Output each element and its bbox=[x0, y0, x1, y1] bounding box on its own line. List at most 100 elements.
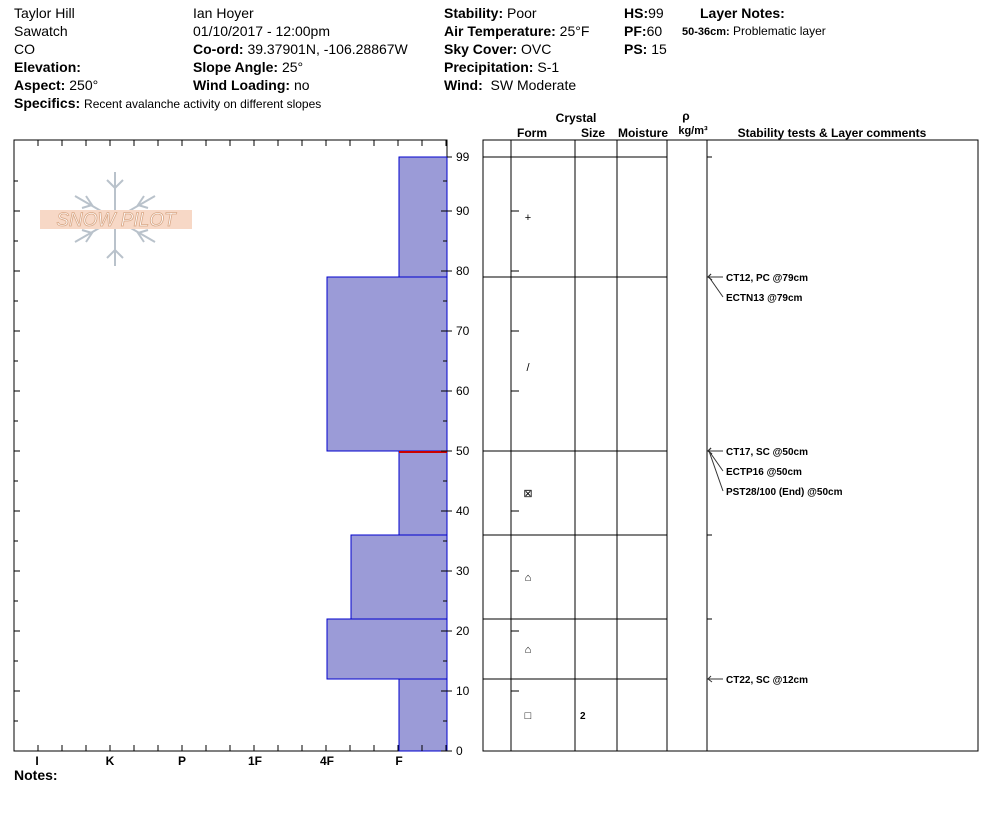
wind-loading: Wind Loading: no bbox=[193, 76, 310, 94]
stability-tests: CT12, PC @79cm ECTN13 @79cm CT17, SC @50cm… bbox=[707, 273, 843, 686]
depth-label-60: 60 bbox=[456, 384, 470, 398]
logo-band bbox=[40, 210, 192, 229]
depth-label-20: 20 bbox=[456, 624, 470, 638]
hardness-label-1F: 1F bbox=[248, 754, 262, 768]
hardness-label-4F: 4F bbox=[320, 754, 334, 768]
hardness-layers bbox=[326, 156, 448, 752]
test-arrow-0-1 bbox=[708, 276, 724, 298]
coordinates: Co-ord: 39.37901N, -106.28867W bbox=[193, 40, 408, 58]
depth-axis: 0 10 20 30 40 50 60 70 80 90 99 bbox=[447, 150, 470, 758]
hardness-label-K: K bbox=[106, 754, 115, 768]
hardness-layer-5 bbox=[398, 678, 448, 752]
elevation-label: Elevation: bbox=[14, 59, 81, 75]
hardness-layer-3 bbox=[350, 534, 448, 620]
precip-label: Precipitation: bbox=[444, 59, 534, 75]
test-arrowhead-0-1 bbox=[707, 273, 713, 281]
crystal-form-3: ⌂ bbox=[525, 572, 532, 584]
ps: PS: 15 bbox=[624, 40, 667, 58]
ps-label: PS: bbox=[624, 41, 648, 57]
sky-label: Sky Cover: bbox=[444, 41, 518, 57]
depth-label-10: 10 bbox=[456, 684, 470, 698]
layer-notes-title: Layer Notes: bbox=[700, 4, 785, 22]
slope-value: 25° bbox=[281, 59, 304, 75]
hs: HS:99 bbox=[624, 4, 664, 22]
hardness-layer-0 bbox=[398, 156, 448, 278]
size-header: Size bbox=[581, 126, 605, 140]
aspect-value: 250° bbox=[69, 77, 99, 93]
notes: Notes: bbox=[14, 766, 58, 784]
test-label-2-0: CT22, SC @12cm bbox=[726, 675, 808, 686]
hs-label: HS: bbox=[624, 5, 649, 21]
density-unit-header: kg/m³ bbox=[678, 125, 708, 137]
crystal-table-frame bbox=[482, 139, 979, 752]
table-column-lines bbox=[510, 140, 708, 751]
test-arrowhead-1-2 bbox=[707, 447, 713, 455]
test-label-1-1: ECTP16 @50cm bbox=[726, 467, 802, 478]
sky-value: OVC bbox=[521, 41, 552, 57]
air-temperature: Air Temperature: 25°F bbox=[444, 22, 589, 40]
depth-label-70: 70 bbox=[456, 324, 470, 338]
ps-value: 15 bbox=[651, 41, 667, 57]
observer: Ian Hoyer bbox=[193, 5, 254, 21]
layer-note-range: 50-36cm: bbox=[682, 26, 730, 38]
stability: Stability: Poor bbox=[444, 4, 537, 22]
precip-value: S-1 bbox=[537, 59, 560, 75]
comments-header: Stability tests & Layer comments bbox=[738, 126, 927, 140]
crystal-cells: + / ⊠ ⌂ ⌂ □ 2 bbox=[523, 212, 586, 722]
wind-value: SW Moderate bbox=[490, 77, 577, 93]
test-label-0-1: ECTN13 @79cm bbox=[726, 293, 803, 304]
form-header: Form bbox=[517, 126, 547, 140]
hardness-layer-2 bbox=[398, 450, 448, 536]
test-label-1-0: CT17, SC @50cm bbox=[726, 447, 808, 458]
wind-loading-label: Wind Loading: bbox=[193, 77, 291, 93]
specifics: Specifics: Recent avalanche activity on … bbox=[14, 94, 321, 113]
specifics-value: Recent avalanche activity on different s… bbox=[84, 97, 322, 111]
aspect-label: Aspect: bbox=[14, 77, 66, 93]
test-arrow-1-2 bbox=[708, 450, 724, 492]
depth-label-0: 0 bbox=[456, 744, 463, 758]
test-arrowhead-2-0 bbox=[707, 675, 713, 683]
crystal-size-5: 2 bbox=[580, 711, 586, 722]
hardness-axis: I K P 1F 4F F bbox=[35, 754, 402, 768]
specifics-label: Specifics: bbox=[14, 95, 81, 111]
air-temp-value: 25°F bbox=[559, 23, 590, 39]
stability-label: Stability: bbox=[444, 5, 504, 21]
location: Taylor Hill bbox=[14, 5, 75, 21]
stability-value: Poor bbox=[507, 5, 537, 21]
air-temp-label: Air Temperature: bbox=[444, 23, 556, 39]
depth-label-50: 50 bbox=[456, 444, 470, 458]
test-arrow-1-1 bbox=[708, 450, 724, 472]
depth-label-40: 40 bbox=[456, 504, 470, 518]
datetime: 01/10/2017 - 12:00pm bbox=[193, 23, 330, 39]
hs-value: 99 bbox=[648, 5, 664, 21]
hardness-label-F: F bbox=[395, 754, 402, 768]
slope-angle: Slope Angle: 25° bbox=[193, 58, 303, 76]
hardness-label-I: I bbox=[35, 754, 38, 768]
depth-label-90: 90 bbox=[456, 204, 470, 218]
wind: Wind: SW Moderate bbox=[444, 76, 576, 94]
table-row-boundaries bbox=[483, 156, 712, 692]
hardness-label-P: P bbox=[178, 754, 186, 768]
test-label-1-2: PST28/100 (End) @50cm bbox=[726, 487, 843, 498]
coord-value: 39.37901N, -106.28867W bbox=[247, 41, 408, 57]
wind-label: Wind: bbox=[444, 77, 483, 93]
notes-label: Notes: bbox=[14, 767, 58, 783]
hardness-layer-1 bbox=[326, 276, 448, 452]
layer-note-text: Problematic layer bbox=[733, 24, 826, 38]
pf-label: PF: bbox=[624, 23, 647, 39]
aspect: Aspect: 250° bbox=[14, 76, 98, 94]
depth-label-30: 30 bbox=[456, 564, 470, 578]
pf-value: 60 bbox=[646, 23, 663, 39]
state: CO bbox=[14, 41, 35, 57]
crystal-form-5: □ bbox=[525, 710, 532, 722]
slope-label: Slope Angle: bbox=[193, 59, 279, 75]
crystal-title: Crystal bbox=[556, 111, 597, 125]
test-label-0-0: CT12, PC @79cm bbox=[726, 273, 808, 284]
coord-label: Co-ord: bbox=[193, 41, 244, 57]
snowpilot-logo: SNOW PILOT bbox=[40, 172, 192, 266]
sky-cover: Sky Cover: OVC bbox=[444, 40, 551, 58]
precipitation: Precipitation: S-1 bbox=[444, 58, 559, 76]
crystal-form-2: ⊠ bbox=[523, 488, 532, 500]
logo-text: SNOW PILOT bbox=[56, 210, 177, 231]
